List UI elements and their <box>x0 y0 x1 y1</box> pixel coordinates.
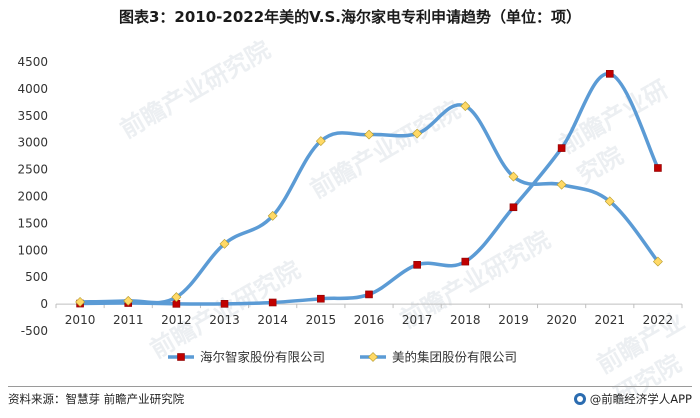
legend-label: 美的集团股份有限公司 <box>392 350 517 365</box>
data-point-diamond <box>556 179 567 190</box>
legend-marker-diamond <box>368 352 378 362</box>
data-point-square <box>317 294 325 303</box>
brand-text: @前瞻经济学人APP <box>589 392 692 406</box>
x-tick-label: 2022 <box>643 313 674 327</box>
data-point-diamond <box>267 210 278 221</box>
data-point-square <box>365 290 373 299</box>
y-tick-label: 3000 <box>17 136 48 150</box>
data-point-square <box>461 257 470 266</box>
x-tick-label: 2011 <box>113 313 144 327</box>
x-tick-label: 2016 <box>354 313 385 327</box>
x-tick-label: 2021 <box>594 313 625 327</box>
data-point-diamond <box>412 128 423 139</box>
data-point-square <box>509 203 518 212</box>
data-point-diamond <box>171 292 182 303</box>
x-tick-label: 2018 <box>450 313 481 327</box>
series-line <box>78 72 660 306</box>
brand-logo-icon <box>573 393 586 405</box>
data-point-square <box>654 164 662 172</box>
y-tick-label: 4500 <box>17 55 48 69</box>
y-tick-label: 1500 <box>17 216 48 230</box>
y-tick-label: -500 <box>21 324 48 338</box>
data-point-diamond <box>604 196 615 207</box>
y-tick-label: 2500 <box>17 163 48 177</box>
footer-divider <box>8 386 692 387</box>
data-point-diamond <box>652 256 663 267</box>
data-point-diamond <box>123 295 134 306</box>
data-point-diamond <box>508 171 519 182</box>
source-note: 资料来源：智慧芽 前瞻产业研究院 <box>8 392 185 406</box>
data-point-diamond <box>219 238 230 249</box>
data-point-diamond <box>364 129 374 140</box>
data-point-diamond <box>75 297 86 307</box>
data-point-square <box>413 261 421 269</box>
y-tick-label: 1000 <box>17 243 48 257</box>
brand-credit: @前瞻经济学人APP <box>573 391 692 407</box>
x-tick-label: 2017 <box>402 313 433 327</box>
y-tick-label: 2000 <box>17 190 48 204</box>
legend-label: 海尔智家股份有限公司 <box>200 350 325 365</box>
data-point-square <box>605 70 614 78</box>
data-point-diamond <box>315 136 326 147</box>
x-tick-label: 2019 <box>498 313 529 327</box>
data-point-square <box>268 298 277 307</box>
x-tick-label: 2013 <box>209 313 240 327</box>
x-tick-label: 2014 <box>257 313 288 327</box>
x-tick-label: 2015 <box>306 313 337 327</box>
x-tick-label: 2020 <box>546 313 577 327</box>
data-point-square <box>557 144 566 152</box>
chart-title: 图表3：2010-2022年美的V.S.海尔家电专利申请趋势（单位：项） <box>118 8 582 26</box>
x-tick-label: 2012 <box>161 313 192 327</box>
y-tick-label: 500 <box>25 270 48 284</box>
y-tick-label: 3500 <box>17 109 48 123</box>
y-tick-label: 0 <box>40 297 48 311</box>
legend-marker-square <box>177 353 185 361</box>
data-point-square <box>220 300 229 308</box>
x-tick-label: 2010 <box>65 313 96 327</box>
y-tick-label: 4000 <box>17 82 48 96</box>
data-point-diamond <box>460 101 471 112</box>
